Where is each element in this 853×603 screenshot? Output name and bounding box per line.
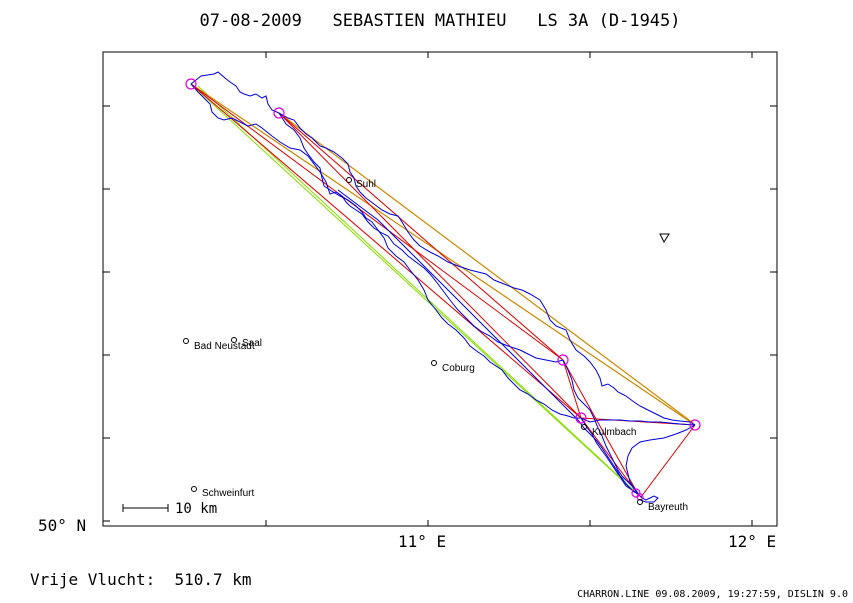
turnpoint-marker [575, 412, 587, 424]
turnpoint-marker [631, 488, 641, 498]
x-tick-label-11e: 11° E [398, 532, 446, 551]
turnpoints [185, 78, 701, 501]
flight-track [190, 71, 696, 503]
city-dot-saal [231, 337, 237, 343]
scale-bar [122, 504, 169, 512]
distance-label: Vrije Vlucht: 510.7 km [30, 570, 252, 589]
city-markers [183, 177, 643, 505]
frame-ticks [103, 52, 777, 526]
x-tick-label-12e: 12° E [728, 532, 776, 551]
city-label-kulmbach: Kulmbach [592, 427, 636, 438]
plot-frame [102, 51, 778, 527]
credit-line: CHARRON.LINE 09.08.2009, 19:27:59, DISLI… [577, 589, 848, 600]
triangle-marker-icon [659, 233, 670, 244]
city-label-bayreuth: Bayreuth [648, 502, 688, 513]
city-label-saal: Saal [242, 338, 262, 349]
city-dot-bad-neustadt [183, 338, 189, 344]
city-dot-schweinfurt [191, 486, 197, 492]
city-label-coburg: Coburg [442, 363, 475, 374]
free-flight-lines [190, 83, 642, 498]
city-label-bad-neustadt: Bad Neustadt [194, 341, 255, 352]
city-label-suhl: Suhl [356, 179, 376, 190]
city-dot-kulmbach [581, 424, 587, 430]
city-dot-bayreuth [637, 499, 643, 505]
city-label-schweinfurt: Schweinfurt [202, 488, 254, 499]
scale-bar-label: 10 km [175, 501, 217, 517]
city-dot-coburg [431, 360, 437, 366]
y-tick-label-50n: 50° N [38, 516, 86, 535]
turnpoint-marker [557, 354, 569, 366]
turnpoint-marker [185, 78, 197, 90]
turnpoint-marker [689, 419, 701, 431]
map-title: 07-08-2009 SEBASTIEN MATHIEU LS 3A (D-19… [199, 11, 680, 31]
city-dot-suhl [346, 177, 352, 183]
turnpoint-marker [273, 107, 285, 119]
